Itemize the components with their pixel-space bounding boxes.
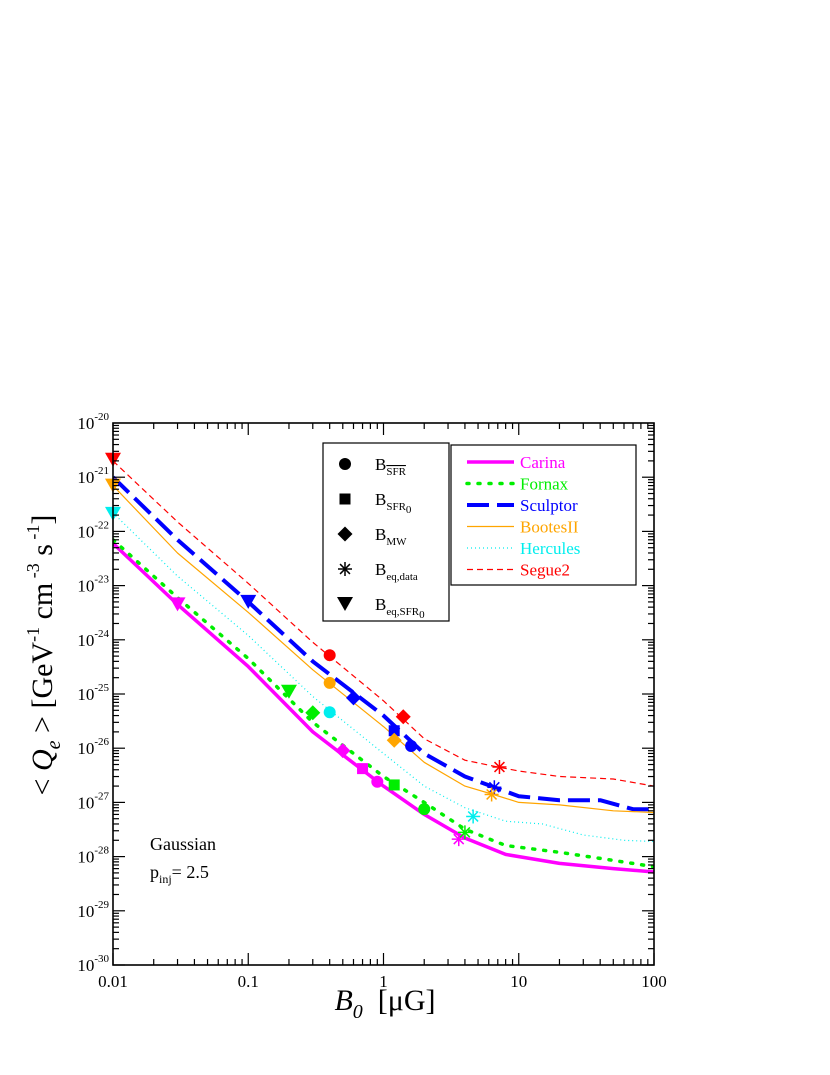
y-tick-label: 10-25 [77, 682, 109, 704]
legend-label-sculptor: Sculptor [520, 496, 578, 515]
marker-hercules-circle [323, 706, 336, 719]
legend-label-segue2: Segue2 [520, 561, 570, 580]
series-line-segue2 [113, 460, 654, 787]
x-tick-label: 10 [510, 972, 527, 991]
marker-fornax-triangle-down [280, 684, 297, 699]
annotation-line-2: pinj= 2.5 [150, 862, 209, 886]
y-tick-label: 10-23 [77, 574, 109, 596]
y-tick-label: 10-30 [77, 953, 109, 975]
y-tick-label: 10-28 [77, 845, 109, 867]
legend-label-hercules: Hercules [520, 539, 580, 558]
marker-fornax-circle [418, 803, 431, 816]
label-layer: Gaussian pinj= 2.5 B0 [μG] < Qe > [GeV-1 cm… [23, 515, 436, 1023]
marker-layer [105, 452, 507, 847]
legend-symbol-square [339, 493, 351, 505]
legend-symbol-circle [339, 458, 351, 470]
legend-marker-label: BSFR0 [375, 490, 412, 516]
marker-carina-square [357, 763, 369, 775]
y-tick-label: 10-20 [77, 411, 109, 433]
x-tick-label: 0.01 [98, 972, 128, 991]
x-axis-label: B0 [μG] [334, 984, 435, 1023]
legend-marker-label: Beq,data [375, 560, 418, 583]
marker-bootesii-diamond [386, 732, 402, 748]
marker-carina-diamond [335, 743, 351, 759]
y-tick-label: 10-29 [77, 899, 109, 921]
series-line-bootesii [113, 485, 654, 814]
legend-marker-label: BMW [375, 525, 407, 548]
marker-fornax-asterisk [457, 825, 472, 840]
marker-sculptor-square [388, 725, 400, 737]
marker-sculptor-triangle-down [240, 594, 257, 609]
marker-bootesii-circle [323, 676, 336, 689]
series-legend-box [450, 444, 637, 586]
y-tick-label: 10-27 [77, 790, 109, 812]
y-tick-label: 10-22 [77, 519, 109, 541]
marker-fornax-square [388, 779, 400, 791]
legend-layer: Carina Fornax Sculptor BootesII Hercules Segu… [322, 442, 637, 622]
marker-carina-circle [371, 775, 384, 788]
legend-symbol-triangle-down [337, 597, 353, 611]
annotation-line-1: Gaussian [150, 834, 216, 854]
x-tick-label: 0.1 [238, 972, 259, 991]
y-tick-label: 10-26 [77, 736, 109, 758]
legend-marker-label: Beq,SFR0 [375, 595, 425, 621]
marker-segue2-circle [323, 649, 336, 662]
marker-hercules-asterisk [466, 809, 481, 824]
x-tick-label: 100 [641, 972, 667, 991]
marker-sculptor-circle [405, 739, 418, 752]
marker-sculptor-diamond [345, 690, 361, 706]
legend-marker-label: BSFR [375, 455, 407, 478]
legend-label-bootesii: BootesII [520, 518, 579, 537]
series-line-fornax [113, 538, 654, 869]
axes-layer: 0.01 0.1 1 10 100 10-30 10-29 10-28 10-27 10-26 10… [77, 411, 666, 991]
y-tick-label: 10-24 [77, 628, 109, 650]
x-tick-label: 1 [379, 972, 388, 991]
legend-label-carina: Carina [520, 453, 566, 472]
legend-symbol-asterisk [338, 562, 352, 576]
y-axis-label: < Qe > [GeV-1 cm -3 s -1] [23, 515, 65, 796]
legend-label-fornax: Fornax [520, 475, 569, 494]
marker-segue2-asterisk [492, 759, 507, 774]
marker-bootesii-asterisk [484, 787, 499, 802]
marker-carina-triangle-down [169, 597, 186, 612]
legend-symbol-diamond [337, 526, 353, 542]
marker-fornax-diamond [305, 705, 321, 721]
marker-segue2-diamond [395, 709, 411, 725]
y-tick-label: 10-21 [77, 465, 109, 487]
